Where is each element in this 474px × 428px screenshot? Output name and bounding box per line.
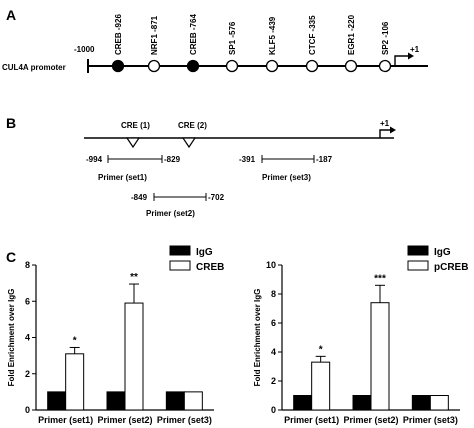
- tf-site-label: CREB -764: [189, 14, 198, 55]
- bar: [124, 302, 144, 411]
- promoter-start-label: -1000: [74, 45, 95, 54]
- y-tick-label: 8: [25, 260, 30, 270]
- tf-site-marker: [344, 59, 358, 73]
- bar: [293, 395, 313, 411]
- tf-site-label: NRF1 -871: [150, 15, 159, 55]
- x-tick-label: Primer (set1): [38, 415, 93, 425]
- primer-set2-start: -849: [131, 193, 148, 202]
- x-tick-label: Primer (set1): [284, 415, 339, 425]
- legend-label: CREB: [196, 262, 224, 273]
- bar: [183, 391, 203, 411]
- x-tick-label: Primer (set2): [97, 415, 152, 425]
- y-tick-label: 0: [271, 405, 276, 415]
- tf-site-label: CTCF -335: [308, 15, 317, 55]
- primer-set3-end: -187: [316, 155, 333, 164]
- y-tick-label: 8: [271, 289, 276, 299]
- bar: [370, 302, 390, 411]
- tf-site-marker: [111, 59, 125, 73]
- cre-1-marker: [125, 137, 141, 149]
- bar: [429, 395, 449, 411]
- tf-site-marker: [147, 59, 161, 73]
- legend-swatch: [407, 260, 429, 271]
- tf-site-marker: [305, 59, 319, 73]
- bar: [165, 391, 185, 411]
- legend-swatch: [169, 245, 191, 256]
- x-tick-label: Primer (set2): [343, 415, 398, 425]
- y-tick-label: 0: [25, 405, 30, 415]
- y-axis-title: Fold Enrichment over IgG: [7, 289, 16, 387]
- panel-c-letter: C: [6, 249, 16, 265]
- tf-site-label: KLF5 -439: [268, 16, 277, 55]
- tss-label-a: +1: [410, 45, 420, 54]
- legend-label: IgG: [434, 247, 451, 258]
- y-tick-label: 2: [271, 376, 276, 386]
- chart-pcreb: 0 2 4 6 8 10 Fold Enrichment over IgG * Primer (…: [253, 245, 468, 425]
- legend-label: pCREB: [434, 262, 468, 273]
- tf-site-marker: [186, 59, 200, 73]
- y-tick-label: 2: [25, 369, 30, 379]
- significance-mark: **: [130, 272, 138, 283]
- x-tick-label: Primer (set3): [403, 415, 458, 425]
- y-tick-label: 10: [266, 260, 276, 270]
- bar: [311, 361, 331, 411]
- bar: [65, 353, 85, 411]
- bar: [352, 395, 372, 411]
- tss-arrow-a: [394, 55, 410, 66]
- tss-arrowhead-b: [390, 126, 396, 134]
- primer-set1-start: -994: [86, 155, 103, 164]
- tf-site-label: SP1 -576: [228, 21, 237, 55]
- tss-arrowhead-a: [408, 52, 414, 60]
- y-tick-label: 4: [25, 333, 30, 343]
- y-tick-label: 6: [271, 318, 276, 328]
- significance-mark: *: [319, 344, 323, 355]
- x-tick-label: Primer (set3): [157, 415, 212, 425]
- tf-site-marker: [265, 59, 279, 73]
- legend-label: IgG: [196, 247, 213, 258]
- tf-site-label: SP2 -106: [381, 21, 390, 55]
- tss-label-b: +1: [380, 119, 390, 128]
- tf-site-marker: [225, 59, 239, 73]
- tf-site-label: CREB -926: [114, 14, 123, 55]
- primer-set3-name: Primer (set3): [262, 173, 311, 182]
- cre-2-label: CRE (2): [178, 121, 207, 130]
- tss-arrow-b: [379, 129, 392, 138]
- primer-set3-start: -391: [239, 155, 256, 164]
- legend-swatch: [169, 260, 191, 271]
- primer-set2-name: Primer (set2): [146, 209, 195, 218]
- significance-mark: *: [73, 335, 77, 346]
- y-tick-label: 6: [25, 296, 30, 306]
- cre-1-label: CRE (1): [121, 121, 150, 130]
- promoter-label: CUL4A promoter: [2, 63, 66, 72]
- primer-set1-end: -829: [164, 155, 181, 164]
- significance-mark: ***: [374, 273, 386, 284]
- y-tick-label: 4: [271, 347, 276, 357]
- panel-b-letter: B: [6, 115, 16, 131]
- primer-set2-end: -702: [208, 193, 225, 202]
- primer-set1-name: Primer (set1): [98, 173, 147, 182]
- panel-a-letter: A: [6, 7, 16, 23]
- legend-swatch: [407, 245, 429, 256]
- y-axis-title: Fold Enrichment over IgG: [253, 289, 262, 387]
- bar: [47, 391, 67, 411]
- bar: [411, 395, 431, 411]
- chart-creb: 0 2 4 6 8 Fold Enrichment over IgG * Primer (se…: [7, 245, 224, 425]
- bar: [106, 391, 126, 411]
- cre-2-marker: [181, 137, 197, 149]
- tf-site-label: EGR1 -220: [347, 14, 356, 55]
- tf-sites: CREB -926 NRF1 -871 CREB -764 SP1 -576 KLF5 …: [111, 14, 392, 73]
- tf-site-marker: [378, 59, 392, 73]
